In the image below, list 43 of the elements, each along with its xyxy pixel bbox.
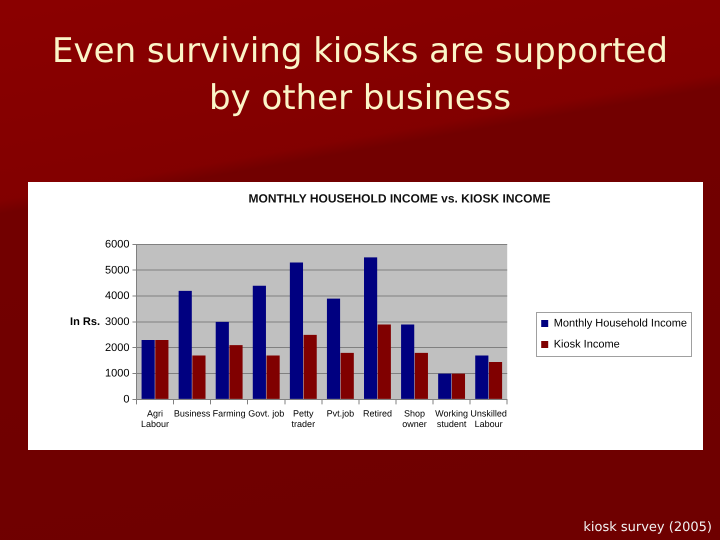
x-tick-label: Unskilled Labour <box>470 408 507 430</box>
bar <box>378 324 391 399</box>
bar <box>304 334 317 399</box>
bar <box>142 340 155 399</box>
bar <box>192 355 206 399</box>
x-tick-label: Business <box>174 408 211 418</box>
x-tick-label: Working student <box>435 408 468 430</box>
bar <box>438 374 452 399</box>
y-tick-label: 2000 <box>104 342 130 354</box>
chart-title: Even surviving kiosks are supported by other business <box>51 30 669 120</box>
bar <box>155 340 168 399</box>
y-tick-label: 1000 <box>104 368 130 380</box>
x-tick-label: Govt. job <box>248 408 284 418</box>
bar <box>364 257 378 399</box>
bar <box>178 290 192 399</box>
bar <box>229 345 243 399</box>
bar <box>401 324 414 399</box>
bar <box>326 298 340 399</box>
bar <box>266 355 280 399</box>
bar <box>488 362 502 399</box>
x-tick-label: Petty trader <box>292 408 316 430</box>
x-tick-label: Farming <box>212 408 246 418</box>
x-tick-label: Retired <box>362 408 392 418</box>
bar <box>475 355 488 399</box>
y-tick-label: 0 <box>123 393 130 406</box>
x-tick-label: Shop owner <box>402 408 427 430</box>
y-tick-label: 5000 <box>104 264 130 276</box>
legend-label: Monthly Household Income <box>554 318 687 330</box>
y-tick-label: 3000 <box>104 316 130 328</box>
bar <box>452 374 466 399</box>
bar <box>340 352 354 399</box>
chart-subtitle: MONTHLY HOUSEHOLD INCOME vs. KIOSK INCOME <box>248 192 551 206</box>
y-tick-label: 6000 <box>104 238 130 250</box>
text: kiosk survey (2005) <box>583 520 712 535</box>
bar <box>216 322 229 399</box>
bar <box>290 262 304 399</box>
x-tick-label: Agri Labour <box>140 408 170 430</box>
bar <box>252 286 266 399</box>
y-tick-label: 4000 <box>104 290 130 302</box>
legend-label: Kiosk Income <box>554 338 620 351</box>
y-axis-title: In Rs. <box>70 316 100 328</box>
x-tick-label: Pvt.job <box>326 408 354 418</box>
bar <box>414 352 428 399</box>
